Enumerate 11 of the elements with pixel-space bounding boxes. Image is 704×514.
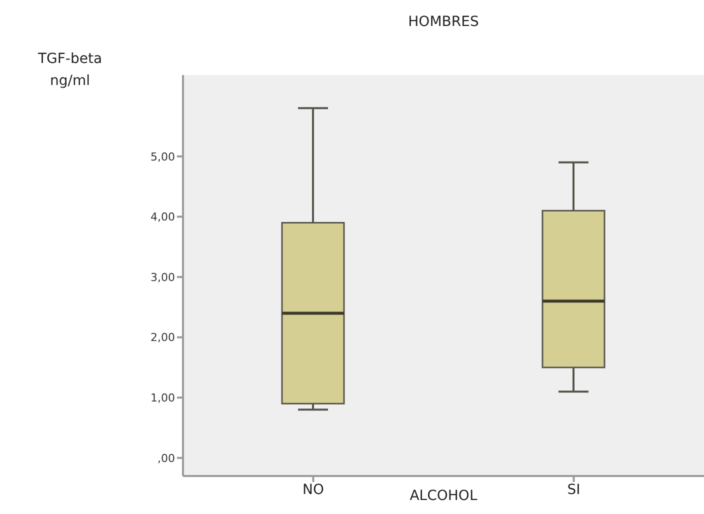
y-tick-label: 3,00 xyxy=(150,270,175,284)
y-tick-label: ,00 xyxy=(158,452,175,465)
y-tick-label: 1,00 xyxy=(150,392,175,405)
x-tick-label: SI xyxy=(567,482,580,498)
y-axis-title: TGF-beta ng/ml xyxy=(36,50,104,91)
chart-title: HOMBRES xyxy=(407,14,480,30)
y-tick-label: 2,00 xyxy=(150,331,175,344)
y-tick-label: 5,00 xyxy=(150,150,175,164)
y-tick-label: 4,00 xyxy=(150,210,175,224)
x-axis-title: ALCOHOL xyxy=(410,488,478,504)
x-tick-label: NO xyxy=(302,482,324,498)
